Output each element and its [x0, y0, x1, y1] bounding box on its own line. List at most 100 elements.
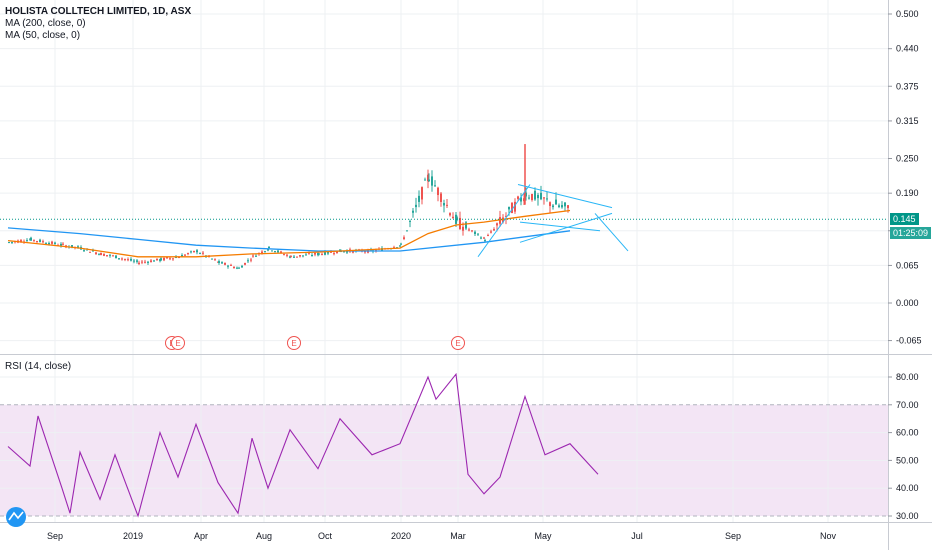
candle-body: [48, 242, 50, 245]
candle-body: [51, 241, 53, 244]
candle-body: [330, 251, 332, 253]
drawn-trendline: [477, 184, 531, 258]
chart-title: HOLISTA COLLTECH LIMITED, 1D, ASX: [5, 6, 192, 17]
candle-body: [534, 190, 536, 200]
candle-body: [523, 198, 525, 202]
candle-body: [346, 250, 348, 253]
candle-body: [484, 240, 486, 242]
candle-body: [218, 261, 220, 263]
drawn-trendline: [519, 221, 601, 232]
rsi-tick-label: 80.00: [896, 372, 919, 382]
candle-body: [138, 262, 140, 265]
candle-body: [89, 251, 91, 253]
candle-body: [264, 251, 266, 253]
candle-body: [567, 205, 569, 209]
candle-body: [141, 261, 143, 263]
time-tick-label: Sep: [725, 531, 741, 541]
candle-body: [211, 258, 213, 260]
candle-body: [540, 192, 542, 200]
candle-body: [95, 252, 97, 254]
candle-body: [261, 251, 263, 254]
candle-body: [233, 267, 235, 269]
logo-glyph: [8, 511, 24, 521]
rsi-tick-label: 70.00: [896, 400, 919, 410]
candle-body: [505, 215, 507, 217]
candle-body: [468, 229, 470, 231]
candle-body: [293, 256, 295, 258]
time-tick-label: Sep: [47, 531, 63, 541]
earnings-marker-label: E: [175, 339, 180, 348]
candle-body: [130, 258, 132, 261]
candle-body: [83, 250, 85, 252]
rsi-tick-label: 60.00: [896, 428, 919, 438]
candle-body: [403, 237, 405, 239]
candle-body: [490, 231, 492, 233]
rsi-tick-label: 50.00: [896, 455, 919, 465]
candle-body: [252, 255, 254, 257]
candle-body: [508, 206, 510, 210]
candle-body: [8, 242, 10, 244]
ma200-legend[interactable]: MA (200, close, 0): [5, 18, 86, 29]
candle-body: [424, 179, 426, 181]
candle-body: [127, 259, 129, 261]
candle-body: [30, 237, 32, 241]
candle-body: [412, 210, 414, 213]
candle-body: [221, 262, 223, 264]
candle-body: [283, 254, 285, 256]
candle-body: [311, 254, 313, 256]
candle-body: [415, 204, 417, 208]
earnings-marker-label: E: [455, 339, 460, 348]
candle-body: [561, 205, 563, 208]
candle-body: [409, 220, 411, 222]
candle-body: [178, 257, 180, 259]
candle-body: [202, 252, 204, 254]
candle-body: [427, 174, 429, 182]
rsi-legend[interactable]: RSI (14, close): [5, 361, 72, 372]
candle-body: [133, 260, 135, 262]
candle-body: [11, 241, 13, 243]
candle-body: [136, 260, 138, 262]
earnings-marker-circle: [451, 336, 465, 350]
price-tick-label: 0.250: [896, 154, 919, 164]
candle-body: [190, 251, 192, 253]
candle-body: [333, 253, 335, 255]
candle-body: [406, 230, 408, 232]
candle-body: [230, 264, 232, 266]
candle-body: [308, 253, 310, 255]
candle-body: [546, 198, 548, 200]
candle-body: [299, 255, 301, 257]
candle-body: [39, 239, 41, 242]
time-tick-label: May: [534, 531, 552, 541]
candle-body: [543, 197, 545, 199]
earnings-marker-label: E: [291, 339, 296, 348]
tradingview-logo: [6, 507, 26, 527]
candle-body: [400, 243, 402, 245]
candle-body: [474, 231, 476, 235]
price-tick-label: 0.500: [896, 9, 919, 19]
candle-body: [92, 250, 94, 252]
candle-body: [399, 245, 401, 247]
candle-body: [247, 260, 249, 262]
ma200-line: [7, 227, 571, 252]
ma50-legend[interactable]: MA (50, close, 0): [5, 30, 81, 41]
candle-body: [393, 247, 395, 249]
candle-body: [62, 243, 64, 245]
candle-body: [45, 243, 47, 245]
candle-body: [277, 250, 279, 253]
candle-body: [555, 199, 557, 205]
candle-body: [71, 245, 73, 248]
candle-body: [100, 252, 102, 256]
earnings-marker: E: [287, 336, 301, 350]
candle-body: [175, 257, 177, 259]
candle-body: [33, 239, 35, 241]
candle-body: [483, 237, 485, 239]
last-price-label: 0.145: [890, 213, 919, 226]
candle-body: [465, 222, 467, 229]
candle-body: [552, 205, 554, 208]
rsi-tick-label: 40.00: [896, 483, 919, 493]
price-tick-label: -0.065: [896, 336, 922, 346]
drawn-trendline: [594, 213, 629, 252]
candle-body: [153, 260, 155, 262]
candle-body: [199, 253, 201, 255]
